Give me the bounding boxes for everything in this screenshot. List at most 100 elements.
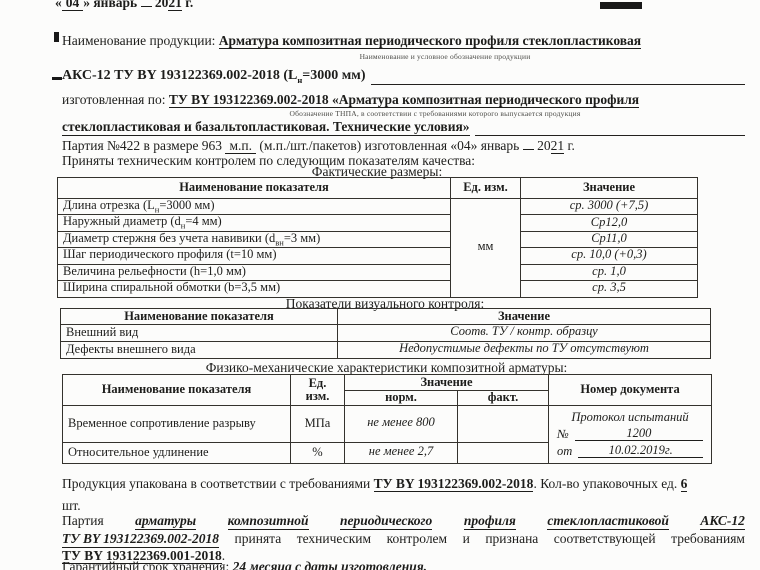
indicator-name: Шаг периодического профиля (t=10 мм) xyxy=(57,247,451,265)
column-header-value: Значение xyxy=(337,308,711,325)
column-header-name: Наименование показателя xyxy=(60,308,338,325)
table-subheader-row: норм. факт. xyxy=(63,390,712,406)
acceptance-word: техническим xyxy=(296,531,372,546)
acceptance-word: контролем xyxy=(386,531,448,546)
fact-value-cell xyxy=(456,405,550,443)
table-row: Наружный диаметр (dн=4 мм) Ср12,0 xyxy=(57,213,698,232)
acceptance-word: признана xyxy=(485,531,539,546)
acceptance-line-2: ТУ BY 193122369.002-2018 принята техниче… xyxy=(62,531,745,548)
indicator-value: Ср12,0 xyxy=(520,213,698,231)
table-row: Диаметр стержня без учета навивики (dвн=… xyxy=(57,229,698,249)
date-g-suffix: г. xyxy=(185,0,194,10)
packaging-text: Продукция упакована в соответствии с тре… xyxy=(62,476,374,491)
blank-rule xyxy=(370,72,745,85)
indicator-value: ср. 1,0 xyxy=(520,262,698,281)
acceptance-tu-ref: ТУ BY 193122369.002-2018 xyxy=(62,531,220,548)
acceptance-word: соответствующей xyxy=(553,531,656,546)
acceptance-line-1: Партия арматуры композитной периодическо… xyxy=(62,513,745,530)
indicator-name: Относительное удлинение xyxy=(62,442,291,464)
unit-cell: % xyxy=(290,442,345,464)
indicator-value: Ср11,0 xyxy=(520,229,698,248)
acceptance-tu-ref-2: ТУ BY 193122369.001-2018 xyxy=(62,548,222,564)
indicator-value: ср. 3,5 xyxy=(520,279,698,297)
batch-text: Партия №422 в размере 963 xyxy=(62,138,226,153)
accepted-line: Приняты техническим контролем по следующ… xyxy=(62,153,476,168)
acceptance-word: профиля xyxy=(463,513,516,530)
acceptance-word: требованиям xyxy=(671,531,745,546)
phys-table: Наименование показателя Ед. изм. Значени… xyxy=(62,374,713,464)
date-year-prefix: 20 xyxy=(154,0,169,10)
tu-continuation-line: стеклопластиковая и базальтопластиковая.… xyxy=(62,119,745,136)
scan-artifact xyxy=(54,32,59,42)
table-row: Временное сопротивление разрыву МПа не м… xyxy=(62,404,713,464)
batch-blank-underline xyxy=(522,139,534,150)
column-header-value: Значение xyxy=(520,177,698,199)
packaging-line: Продукция упакована в соответствии с тре… xyxy=(62,476,752,492)
indicator-value: Соотв. ТУ / контр. образцу xyxy=(337,323,711,341)
tnpa-caption: Обозначение ТНПА, в соответствии с требо… xyxy=(289,109,581,118)
document-number-cell: Протокол испытаний № 1200 от 10.02.2019г… xyxy=(548,405,713,464)
scan-artifact xyxy=(600,2,642,9)
warranty-label: Гарантийный срок хранения: xyxy=(62,559,233,570)
column-header-value: Значение xyxy=(343,374,550,391)
indicator-name: Внешний вид xyxy=(60,324,338,342)
packaging-tu-ref: ТУ BY 193122369.002-2018 xyxy=(373,476,534,492)
norm-value: не менее 800 xyxy=(344,404,458,442)
made-per-value: ТУ BY 193122369.002-2018 «Арматура компо… xyxy=(168,92,640,108)
product-name-caption: Наименование и условное обозначение прод… xyxy=(359,52,531,61)
made-per-line: изготовленная по: ТУ BY 193122369.002-20… xyxy=(62,92,640,108)
made-per-label: изготовленная по: xyxy=(62,92,169,107)
acceptance-word: стеклопластиковой xyxy=(547,513,669,530)
norm-value: не менее 2,7 xyxy=(344,441,458,463)
designation-text: АКС-12 ТУ BY 193122369.002-2018 (Lн=3000… xyxy=(62,68,366,85)
acceptance-word: периодического xyxy=(340,513,433,530)
batch-year-prefix: 20 xyxy=(537,138,551,153)
warranty-line: Гарантийный срок хранения: 24 месяца с д… xyxy=(62,559,428,570)
protocol-number-row: № 1200 xyxy=(557,426,704,442)
protocol-number-label: № xyxy=(557,426,569,441)
unit-cell: МПа xyxy=(290,405,345,443)
column-header-norm: норм. xyxy=(344,390,458,406)
tu-continuation-text: стеклопластиковая и базальтопластиковая.… xyxy=(62,119,470,136)
table-row: Величина рельефности (h=1,0 мм) ср. 1,0 xyxy=(57,262,698,282)
indicator-name: Дефекты внешнего вида xyxy=(60,341,338,359)
protocol-date-label: от xyxy=(557,444,573,459)
section-title-visual: Показатели визуального контроля: xyxy=(285,296,485,311)
date-day: 04 xyxy=(61,0,84,11)
column-header-unit: Ед. изм. xyxy=(290,374,345,406)
section-title-sizes: Фактические размеры: xyxy=(311,164,443,179)
column-header-name: Наименование показателя xyxy=(62,374,291,406)
packaging-text-2: . Кол-во упаковочных ед. xyxy=(533,476,681,491)
section-title-phys: Физико-механические характеристики компо… xyxy=(205,360,568,375)
acceptance-line-3: ТУ BY 193122369.001-2018. xyxy=(62,548,225,564)
unit-cell: мм xyxy=(450,197,521,297)
packaging-unit-line: шт. xyxy=(62,498,81,513)
table-row: Относительное удлинение % не менее 2,7 xyxy=(62,441,712,464)
indicator-name: Временное сопротивление разрыву xyxy=(62,405,291,443)
date-line: «04» январь 2021 г. xyxy=(55,0,193,11)
indicator-name: Наружный диаметр (dн=4 мм) xyxy=(57,214,451,232)
protocol-number-value: 1200 xyxy=(574,426,704,442)
indicator-value: Недопустимые дефекты по ТУ отсутствуют xyxy=(337,340,711,358)
protocol-date-value: 10.02.2019г. xyxy=(578,443,704,459)
date-month: » январь xyxy=(83,0,138,10)
sizes-table: Наименование показателя Ед. изм. Значени… xyxy=(57,177,698,298)
visual-table: Наименование показателя Значение Внешний… xyxy=(60,308,711,359)
indicator-name: Диаметр стержня без учета навивики (dвн=… xyxy=(57,230,451,249)
table-row: Дефекты внешнего вида Недопустимые дефек… xyxy=(60,340,711,359)
packaging-count: 6 xyxy=(680,476,688,492)
table-row: Шаг периодического профиля (t=10 мм) ср.… xyxy=(57,246,698,265)
date-open-quote: « xyxy=(55,0,62,10)
scan-artifact xyxy=(52,77,62,80)
column-header-name: Наименование показателя xyxy=(57,177,451,199)
indicator-name: Величина рельефности (h=1,0 мм) xyxy=(57,263,451,282)
acceptance-period: . xyxy=(221,548,226,563)
acceptance-word: арматуры xyxy=(135,513,197,530)
table-row: Ширина спиральной обмотки (b=3,5 мм) ср.… xyxy=(57,279,698,298)
column-header-unit: Ед. изм. xyxy=(450,177,521,199)
product-name-value: Арматура композитная периодического проф… xyxy=(218,33,642,49)
table-header-row: Наименование показателя Ед. изм. Значени… xyxy=(62,374,713,406)
acceptance-word: и xyxy=(462,531,470,546)
column-header-doc: Номер документа xyxy=(548,374,713,406)
batch-line: Партия №422 в размере 963 м.п. (м.п./шт.… xyxy=(62,138,575,154)
